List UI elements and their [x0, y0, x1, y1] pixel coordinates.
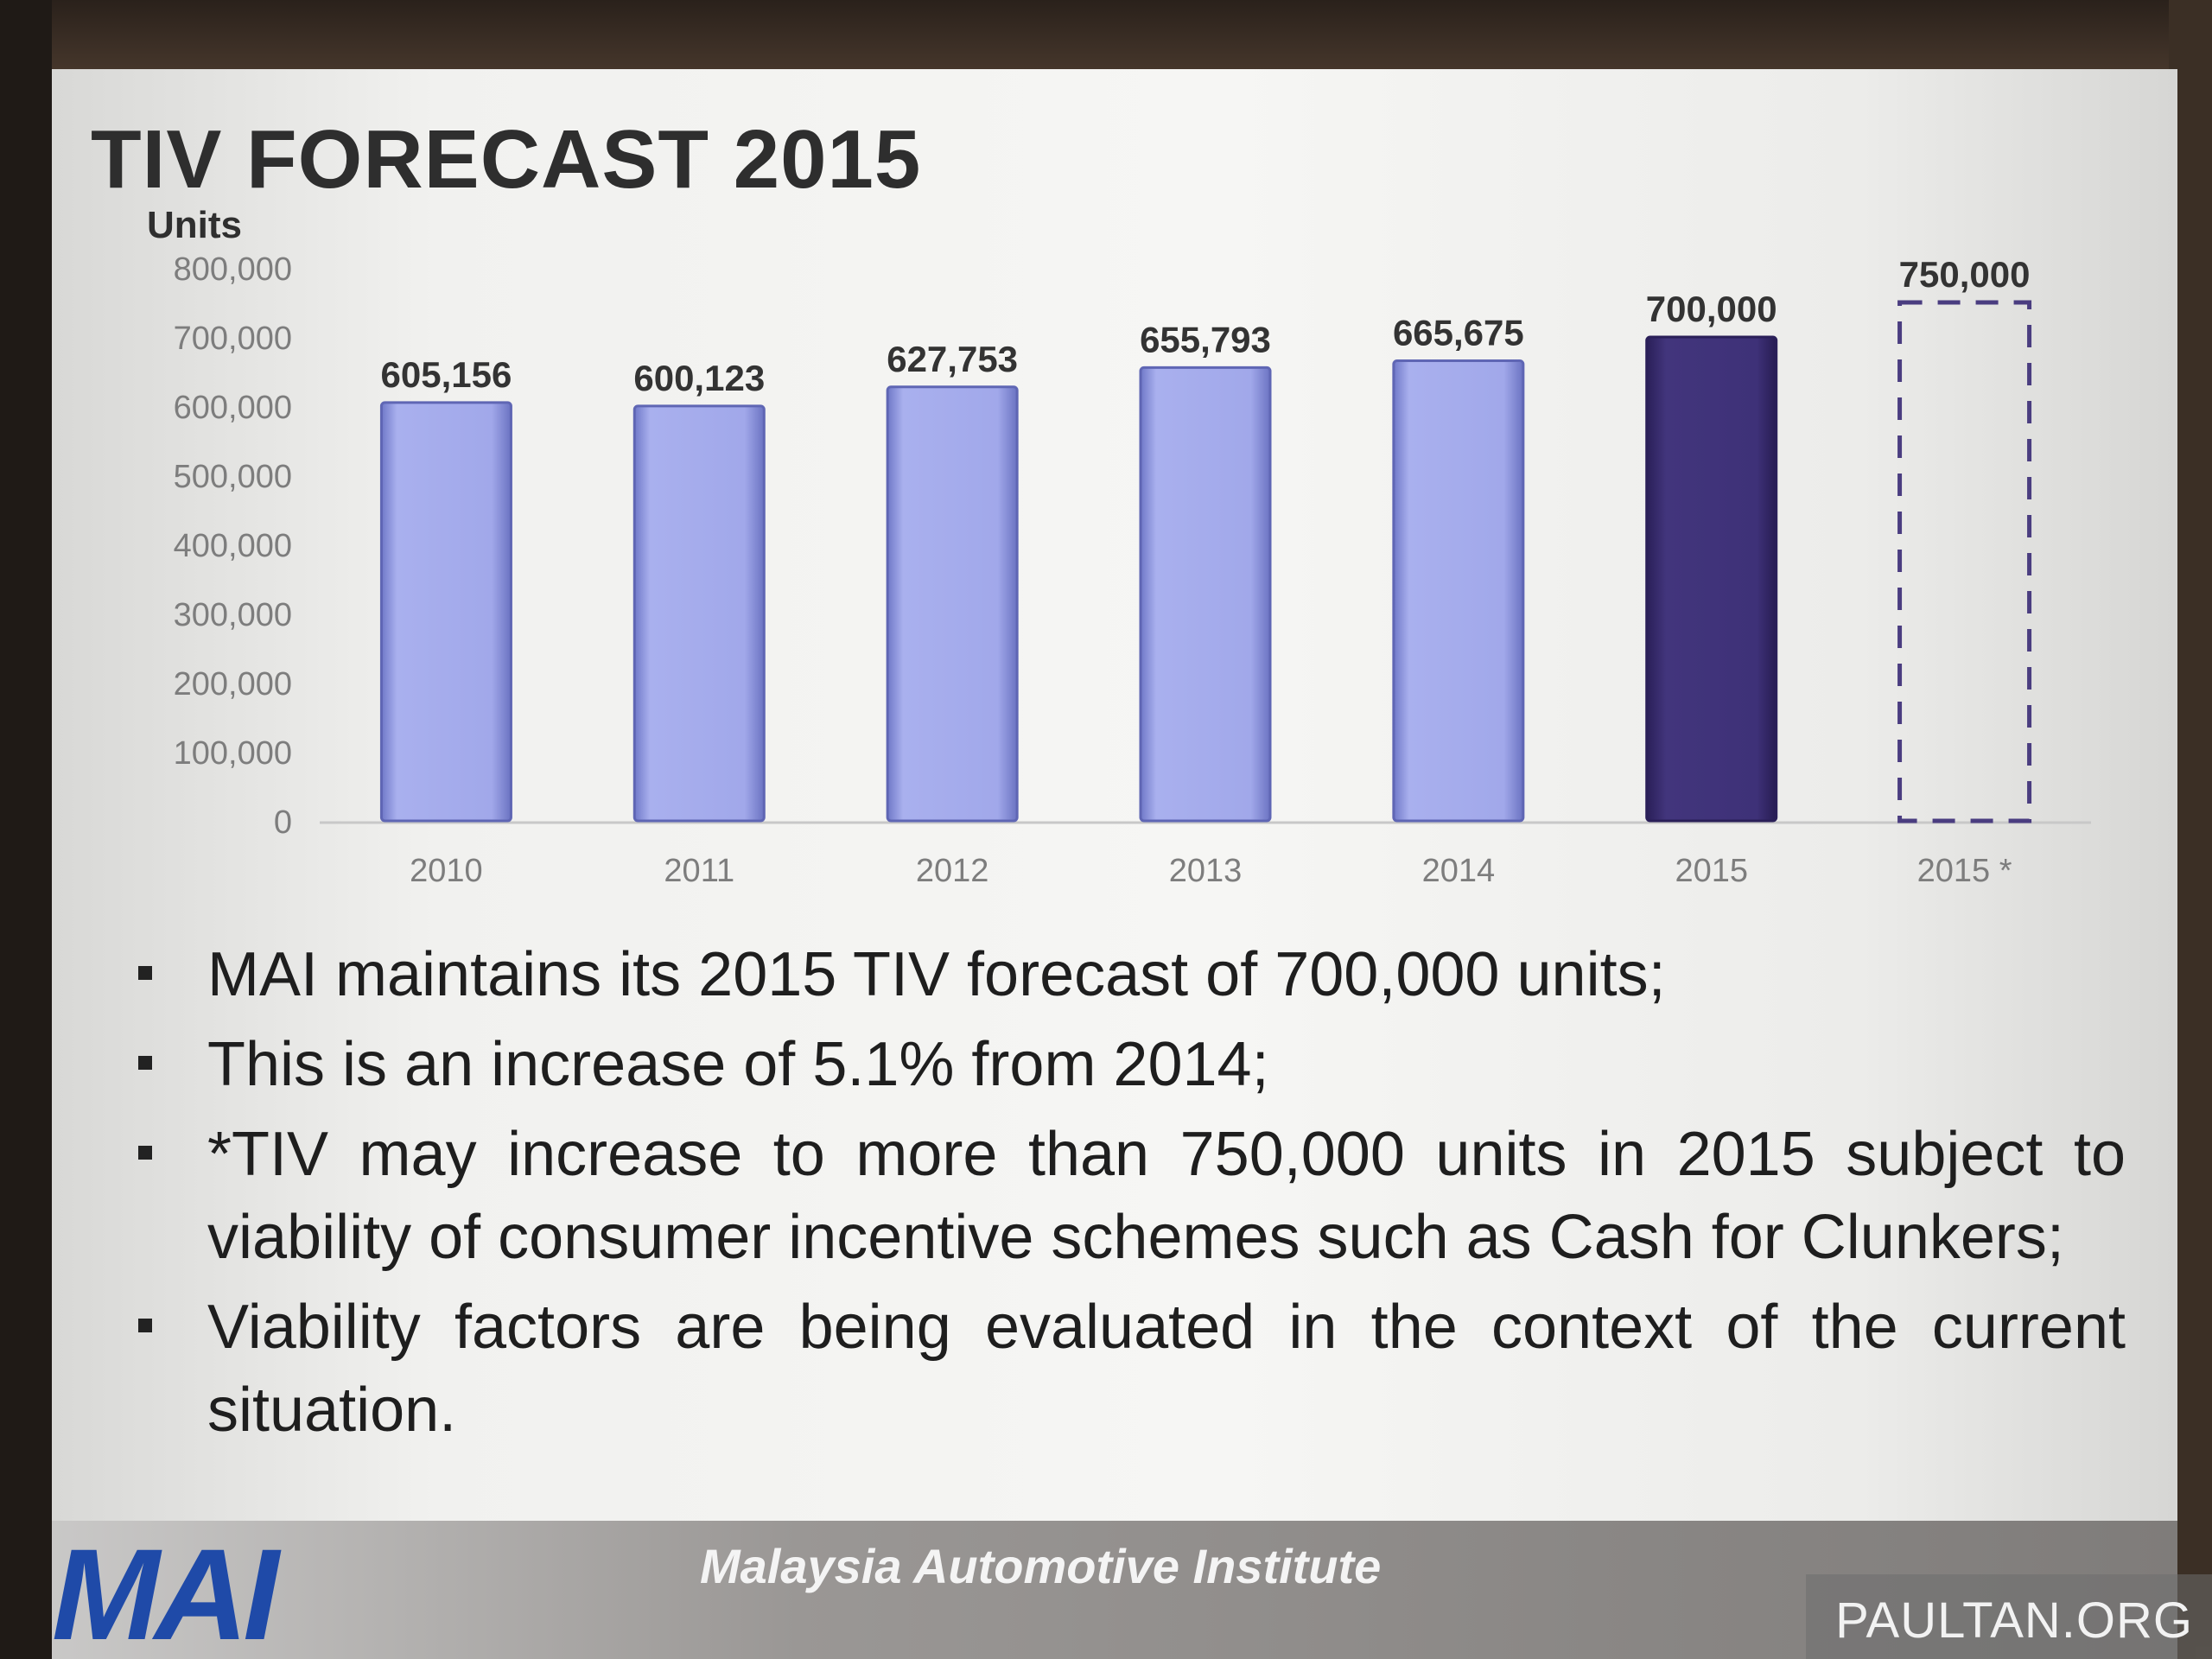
bullet-item: This is an increase of 5.1% from 2014;	[112, 1023, 2126, 1106]
y-tick-label: 600,000	[174, 390, 292, 426]
bullet-item: Viability factors are being evaluated in…	[112, 1286, 2126, 1452]
bar	[379, 401, 512, 823]
bullet-text: Viability factors are being evaluated in…	[207, 1293, 2126, 1445]
bullet-square-icon	[138, 1056, 152, 1070]
y-tick-label: 100,000	[174, 735, 292, 772]
y-tick-label: 300,000	[174, 597, 292, 633]
bar	[1139, 365, 1272, 823]
room-background-left	[0, 0, 52, 1659]
bullet-text: This is an increase of 5.1% from 2014;	[207, 1030, 1269, 1099]
watermark: PAULTAN.ORG	[1806, 1574, 2212, 1659]
bar-outline	[1897, 300, 2032, 823]
bullet-list: MAI maintains its 2015 TIV forecast of 7…	[112, 933, 2126, 1459]
data-label: 605,156	[381, 354, 512, 395]
bar	[632, 404, 766, 823]
x-tick-label: 2012	[916, 853, 989, 889]
bullet-text: *TIV may increase to more than 750,000 u…	[207, 1120, 2126, 1272]
data-label: 700,000	[1646, 289, 1777, 329]
bullet-item: *TIV may increase to more than 750,000 u…	[112, 1113, 2126, 1279]
x-tick-label: 2015 *	[1917, 853, 2012, 889]
data-label: 750,000	[1899, 254, 2031, 295]
y-axis-label: Units	[147, 204, 242, 246]
y-tick-label: 500,000	[174, 459, 292, 495]
y-tick-label: 700,000	[174, 321, 292, 357]
data-label: 655,793	[1140, 319, 1271, 359]
room-background-top	[0, 0, 2212, 82]
logo-text: MAI	[52, 1522, 279, 1659]
y-tick-label: 800,000	[174, 251, 292, 288]
bar	[1645, 335, 1778, 823]
bullet-square-icon	[138, 966, 152, 980]
bullet-item: MAI maintains its 2015 TIV forecast of 7…	[112, 933, 2126, 1016]
footer-institute-name: Malaysia Automotive Institute	[700, 1539, 1382, 1593]
y-tick-label: 400,000	[174, 528, 292, 564]
y-tick-label: 0	[274, 804, 292, 841]
bullet-square-icon	[138, 1319, 152, 1332]
bar	[886, 385, 1019, 823]
bullet-square-icon	[138, 1146, 152, 1160]
x-tick-label: 2011	[664, 853, 734, 889]
x-tick-label: 2013	[1169, 853, 1243, 889]
y-tick-label: 200,000	[174, 666, 292, 702]
data-label: 600,123	[633, 358, 765, 398]
x-tick-label: 2010	[410, 853, 483, 889]
data-label: 665,675	[1393, 312, 1524, 353]
mai-logo: MAI	[52, 1521, 337, 1659]
slide-title: TIV FORECAST 2015	[91, 113, 922, 206]
projection-screen: TIV FORECAST 2015 Units 0 100,000 200,000 30…	[52, 69, 2177, 1659]
x-tick-label: 2014	[1422, 853, 1496, 889]
data-label: 627,753	[887, 339, 1018, 379]
watermark-text: PAULTAN.ORG	[1835, 1592, 2193, 1649]
bar-chart: Units 0 100,000 200,000 300,000 400,000 500,00…	[147, 204, 2091, 889]
bullet-text: MAI maintains its 2015 TIV forecast of 7…	[207, 940, 1666, 1009]
x-tick-label: 2015	[1675, 853, 1748, 889]
bar	[1392, 359, 1525, 823]
